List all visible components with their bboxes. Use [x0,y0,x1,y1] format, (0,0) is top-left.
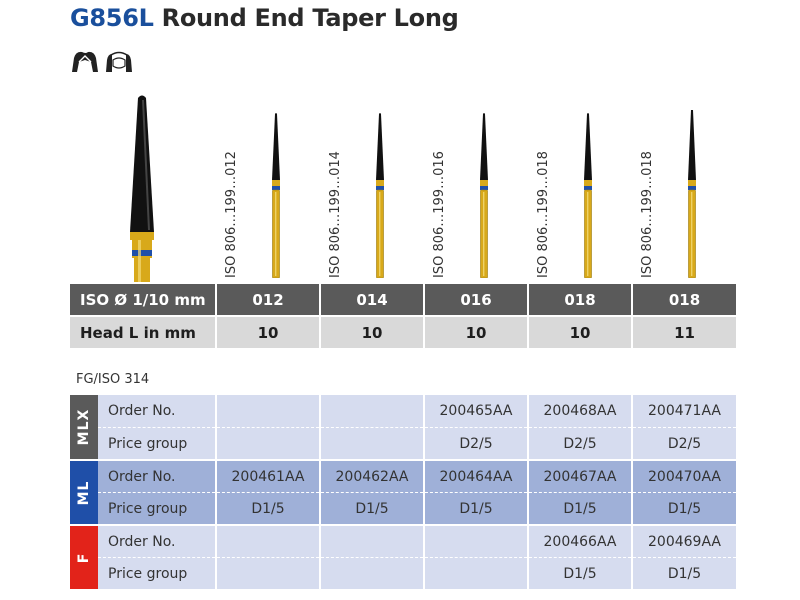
price-group: D1/5 [631,492,736,526]
price-group [319,427,424,461]
diameter-row: ISO Ø 1/10 mm 012 014 016 018 018 [70,284,736,317]
price-group [423,557,528,591]
bur-large-illustration [130,95,154,282]
price-row: Price group D1/5 D1/5 [70,557,736,591]
order-number: 200465AA [423,395,528,428]
iso-code-label: ISO 806…199…012 [224,151,239,278]
iso-code-label: ISO 806…199…018 [536,151,551,278]
price-group: D1/5 [319,492,424,526]
price-group: D2/5 [527,427,632,461]
head-length-value: 10 [215,316,320,348]
price-group: D2/5 [631,427,736,461]
iso-code-label: ISO 806…199…018 [640,151,655,278]
diameter-value: 014 [319,284,424,317]
diameter-value: 018 [527,284,632,317]
bur-illustration [480,113,488,278]
order-number: 200469AA [631,525,736,558]
bur-illustration [272,113,280,278]
shank-type-label: FG/ISO 314 [76,372,150,387]
price-group: D1/5 [423,492,528,526]
order-number [215,525,320,558]
order-number [319,525,424,558]
iso-code-label: ISO 806…199…014 [328,151,343,278]
price-group: D1/5 [527,492,632,526]
product-code: G856L [70,4,154,32]
order-number: 200471AA [631,395,736,428]
head-length-row: Head L in mm 10 10 10 10 11 [70,316,736,348]
order-number: 200462AA [319,460,424,493]
order-number: 200464AA [423,460,528,493]
order-number: 200468AA [527,395,632,428]
price-group-label: Price group [98,557,216,591]
order-no-label: Order No. [98,395,216,428]
diameter-label: ISO Ø 1/10 mm [70,284,216,317]
order-table: MLX Order No. 200465AA 200468AA 200471AA Pric… [70,395,736,591]
price-group [319,557,424,591]
bur-illustration [584,113,592,278]
head-length-label: Head L in mm [70,316,216,348]
line-tag: MLX [70,395,98,461]
line-tag-label: MLX [76,408,92,446]
line-tag-label: ML [76,480,92,505]
line-tag: ML [70,460,98,526]
head-length-value: 11 [631,316,736,348]
order-no-label: Order No. [98,525,216,558]
bur-column: ISO 806…199…014 [320,110,424,282]
product-name: Round End Taper Long [161,4,459,32]
diameter-value: 016 [423,284,528,317]
price-group [215,557,320,591]
price-row: Price group D2/5 D2/5 D2/5 [70,427,736,461]
usage-icons [72,51,132,72]
price-group-label: Price group [98,427,216,461]
price-group: D1/5 [527,557,632,591]
price-group-label: Price group [98,492,216,526]
head-length-value: 10 [423,316,528,348]
price-group [215,427,320,461]
diameter-value: 012 [215,284,320,317]
order-number: 200470AA [631,460,736,493]
order-number: 200461AA [215,460,320,493]
order-row: F Order No. 200466AA 200469AA [70,525,736,591]
order-number [215,395,320,428]
price-row: Price group D1/5 D1/5 D1/5 D1/5 D1/5 [70,492,736,526]
price-group: D2/5 [423,427,528,461]
bur-illustration [376,113,384,278]
iso-code-label: ISO 806…199…016 [432,151,447,278]
line-tag-label: F [76,552,92,563]
order-row: MLX Order No. 200465AA 200468AA 200471AA [70,395,736,461]
order-number: 200467AA [527,460,632,493]
order-number [423,525,528,558]
bur-column: ISO 806…199…012 [216,110,320,282]
head-length-value: 10 [319,316,424,348]
line-tag: F [70,525,98,591]
price-group: D1/5 [631,557,736,591]
bur-column: ISO 806…199…016 [424,110,528,282]
bur-column: ISO 806…199…018 [528,110,632,282]
order-number: 200466AA [527,525,632,558]
crown-prep-icon [72,51,98,72]
bur-column: ISO 806…199…018 [632,110,736,282]
page-title: G856L Round End Taper Long [70,4,459,32]
head-length-value: 10 [527,316,632,348]
order-number [319,395,424,428]
spec-table: ISO Ø 1/10 mm 012 014 016 018 018 Head L… [70,284,736,348]
bur-illustration [688,110,696,278]
bridge-prep-icon [106,51,132,72]
order-no-label: Order No. [98,460,216,493]
diameter-value: 018 [631,284,736,317]
order-row: ML Order No. 200461AA 200462AA 200464AA 20046… [70,460,736,526]
price-group: D1/5 [215,492,320,526]
